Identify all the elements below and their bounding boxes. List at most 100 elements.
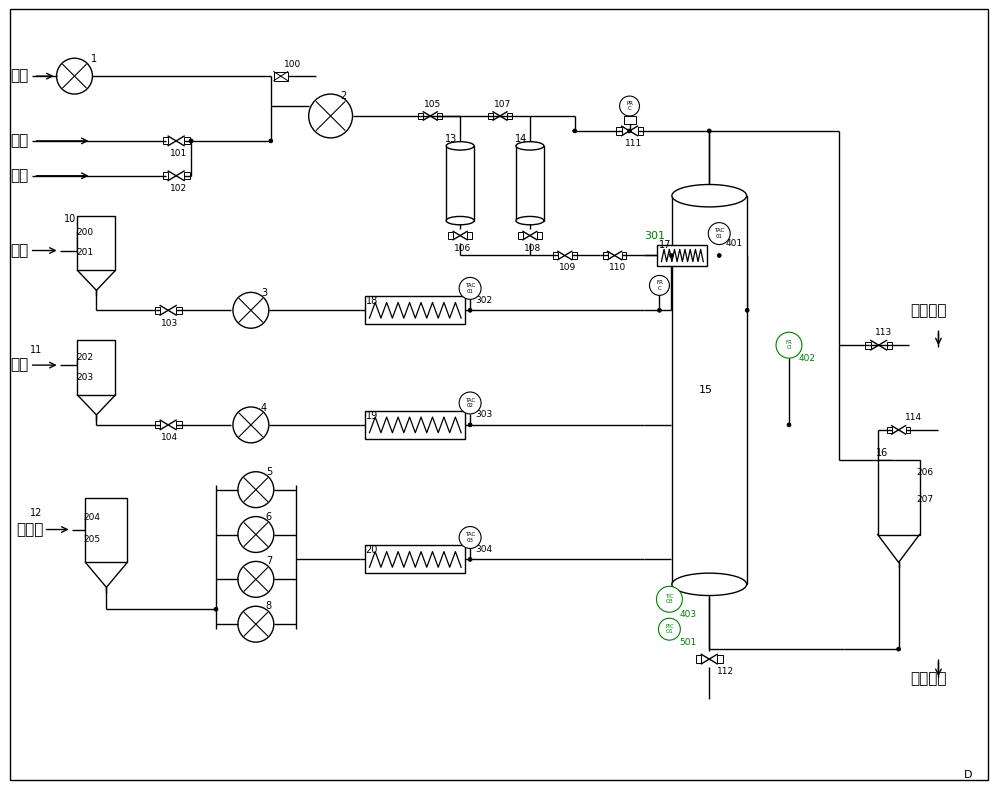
Text: 18: 18 <box>365 297 378 306</box>
Text: 氮气: 氮气 <box>11 134 29 149</box>
Circle shape <box>657 308 661 312</box>
Circle shape <box>459 527 481 548</box>
Text: 液体采样: 液体采样 <box>911 672 947 687</box>
Text: 20: 20 <box>365 546 378 555</box>
Text: 106: 106 <box>454 244 471 253</box>
Bar <box>696 656 701 663</box>
Text: 205: 205 <box>83 535 101 544</box>
Circle shape <box>620 96 640 116</box>
Bar <box>906 426 910 433</box>
Text: 燃料: 燃料 <box>11 243 29 258</box>
Text: FR
CI: FR CI <box>786 340 792 350</box>
Circle shape <box>649 275 669 295</box>
Ellipse shape <box>516 142 544 150</box>
Ellipse shape <box>446 217 474 225</box>
Ellipse shape <box>672 573 747 596</box>
Text: 303: 303 <box>475 411 492 419</box>
Text: 5: 5 <box>266 467 272 477</box>
Bar <box>878 460 920 535</box>
Text: TAC
01: TAC 01 <box>714 229 724 239</box>
Text: 100: 100 <box>284 59 301 69</box>
Circle shape <box>459 278 481 299</box>
Circle shape <box>628 129 632 133</box>
Circle shape <box>656 586 682 612</box>
Circle shape <box>468 423 472 427</box>
Bar <box>365 546 465 573</box>
Text: 14: 14 <box>515 134 527 144</box>
Bar <box>553 252 558 259</box>
Text: 113: 113 <box>875 327 892 337</box>
Circle shape <box>707 129 711 133</box>
Text: PIC
O1: PIC O1 <box>665 624 674 634</box>
Bar <box>184 172 190 180</box>
Text: 403: 403 <box>679 610 696 619</box>
Text: 8: 8 <box>266 601 272 611</box>
Circle shape <box>776 332 802 358</box>
Text: 203: 203 <box>76 373 94 381</box>
Circle shape <box>658 619 680 640</box>
Text: 401: 401 <box>725 239 742 248</box>
Text: 402: 402 <box>799 354 816 362</box>
Bar <box>176 307 182 314</box>
Circle shape <box>708 222 730 244</box>
Circle shape <box>897 647 901 651</box>
Text: 201: 201 <box>76 248 94 257</box>
Text: 109: 109 <box>559 263 576 272</box>
Bar <box>184 138 190 145</box>
Bar <box>603 252 608 259</box>
Text: 13: 13 <box>445 134 457 144</box>
Circle shape <box>787 423 791 427</box>
Bar <box>437 113 442 119</box>
Text: FR
C: FR C <box>656 280 663 290</box>
Text: 304: 304 <box>475 545 492 554</box>
Text: 4: 4 <box>261 403 267 413</box>
Bar <box>77 216 115 271</box>
Bar <box>657 244 707 267</box>
Text: 302: 302 <box>475 296 492 305</box>
Circle shape <box>669 253 673 258</box>
Text: 112: 112 <box>717 667 734 676</box>
Text: 108: 108 <box>524 244 541 253</box>
Bar <box>507 113 512 119</box>
Bar <box>418 113 423 119</box>
Text: 脱盐水: 脱盐水 <box>17 522 44 537</box>
Circle shape <box>269 139 273 143</box>
Circle shape <box>459 392 481 414</box>
Bar <box>622 252 626 259</box>
Bar <box>518 233 523 239</box>
Bar <box>365 297 465 324</box>
Text: 6: 6 <box>266 512 272 521</box>
Bar <box>887 342 892 349</box>
Circle shape <box>189 139 193 143</box>
Text: TAC
01: TAC 01 <box>465 283 475 293</box>
Text: 105: 105 <box>424 100 442 108</box>
Text: D: D <box>964 770 973 780</box>
Bar <box>717 656 723 663</box>
Bar <box>638 127 643 134</box>
Text: 2: 2 <box>341 91 347 101</box>
Text: 111: 111 <box>625 139 642 149</box>
Bar <box>365 411 465 439</box>
Bar <box>163 138 168 145</box>
Text: 氧气: 氧气 <box>11 168 29 184</box>
Text: TAC
02: TAC 02 <box>465 398 475 408</box>
Bar <box>448 233 453 239</box>
Text: 17: 17 <box>659 240 672 249</box>
Text: 空气: 空气 <box>11 69 29 84</box>
Bar <box>274 72 288 81</box>
Ellipse shape <box>672 184 747 207</box>
Bar <box>672 195 747 585</box>
Circle shape <box>745 308 749 312</box>
Text: PR
C: PR C <box>626 100 633 112</box>
Bar <box>537 233 542 239</box>
Bar <box>85 498 127 562</box>
Text: 114: 114 <box>905 414 922 422</box>
Bar <box>572 252 577 259</box>
Text: 1: 1 <box>91 55 98 64</box>
Text: 101: 101 <box>170 149 187 158</box>
Bar <box>488 113 493 119</box>
Text: 301: 301 <box>644 230 665 240</box>
Bar <box>865 342 871 349</box>
Text: 103: 103 <box>161 319 178 327</box>
Circle shape <box>573 129 577 133</box>
